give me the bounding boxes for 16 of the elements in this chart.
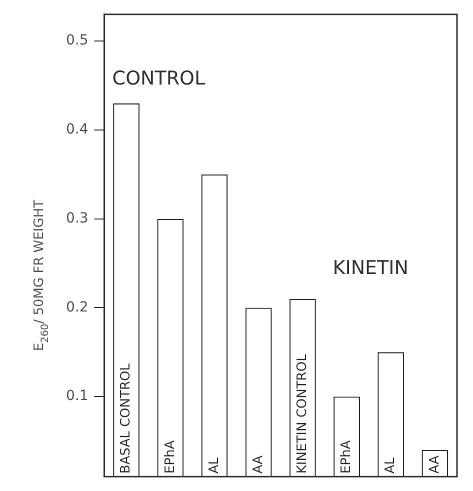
x-tick-label: AL: [383, 456, 398, 474]
x-tick-label: KINETIN CONTROL: [295, 353, 310, 474]
y-tick-label: 0.5: [66, 32, 88, 49]
x-tick-label: AL: [206, 456, 222, 474]
y-axis-title: E260/ 50MG FR WEIGHT: [32, 200, 51, 352]
x-tick-label: BASAL CONTROL: [118, 362, 134, 474]
x-tick-label: EPhA: [339, 440, 354, 474]
y-tick-label: 0.1: [66, 388, 88, 404]
y-tick-label: 0.3: [66, 210, 88, 226]
x-tick-label: AA: [427, 455, 442, 474]
annotation: CONTROL: [112, 67, 206, 90]
annotation: KINETIN: [332, 256, 408, 279]
x-tick-label: EPhA: [162, 440, 178, 474]
x-tick-label: AA: [250, 455, 266, 474]
y-tick-label: 0.4: [66, 122, 88, 138]
y-tick-label: 0.2: [66, 299, 88, 316]
